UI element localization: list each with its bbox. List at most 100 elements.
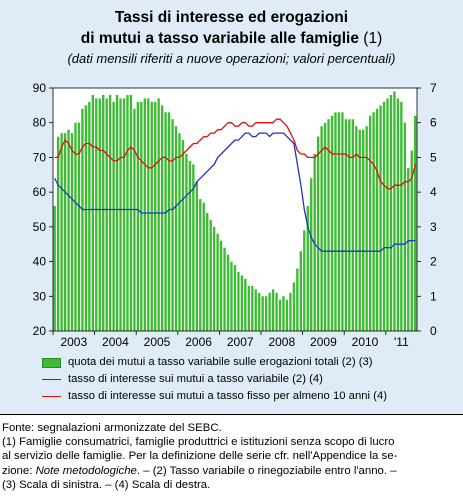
x-axis-label: 2010	[352, 335, 379, 349]
bar	[316, 136, 320, 331]
legend-label-variable-rate: tasso di interesse sui mutui a tasso var…	[68, 373, 323, 385]
bar	[112, 101, 115, 331]
bar	[199, 199, 202, 331]
chart-title-line2-main: di mutui a tasso variabile alle famiglie	[80, 30, 359, 47]
left-axis-label: 70	[33, 150, 47, 164]
bar	[160, 105, 164, 331]
legend-swatch-variable-rate	[42, 379, 61, 380]
bar	[285, 299, 289, 331]
bar	[271, 289, 275, 331]
bar	[223, 247, 226, 331]
bar	[143, 98, 146, 332]
bar	[337, 112, 341, 331]
bar	[327, 119, 330, 331]
bar	[303, 230, 306, 331]
bar	[115, 94, 119, 331]
left-axis-label: 20	[33, 324, 47, 338]
bar	[74, 122, 77, 331]
bar	[244, 278, 247, 331]
bar	[313, 153, 316, 331]
bar	[181, 140, 185, 331]
left-axis-label: 90	[33, 81, 47, 95]
line-fixed-rate	[54, 118, 416, 190]
left-axis-label: 40	[33, 255, 47, 269]
right-axis-label: 1	[430, 289, 437, 303]
right-axis-label: 5	[430, 150, 437, 164]
bar	[174, 126, 178, 331]
bar	[67, 129, 70, 331]
bar	[129, 94, 133, 331]
bar	[212, 226, 216, 331]
bar	[133, 108, 136, 331]
bar	[258, 292, 261, 331]
bar	[389, 94, 393, 331]
bar	[382, 101, 386, 331]
bar	[105, 98, 108, 332]
footnote-line3: zione: Note metodologiche. – (2) Tasso v…	[2, 464, 462, 478]
line-variable-rate	[54, 132, 416, 252]
bar	[98, 98, 101, 332]
bar	[84, 105, 88, 331]
x-axis-label: 2005	[144, 335, 171, 349]
bar	[209, 219, 212, 331]
bar	[164, 112, 167, 331]
bar	[323, 122, 327, 331]
bar	[216, 233, 219, 331]
footnote-line3-italic: Note metodologiche	[35, 464, 137, 477]
bar	[202, 202, 205, 331]
bar	[362, 129, 365, 331]
left-axis-label: 30	[33, 289, 47, 303]
left-axis-label: 80	[33, 116, 47, 130]
legend-label-share: quota dei mutui a tasso variabile sulle …	[68, 356, 373, 368]
bar	[365, 126, 368, 331]
bar	[70, 133, 74, 331]
bar	[310, 178, 313, 331]
bar	[355, 126, 358, 331]
bar	[407, 167, 410, 331]
bar	[192, 164, 195, 331]
bar	[275, 292, 278, 331]
legend-swatch-bars	[42, 358, 61, 368]
bar	[167, 112, 171, 331]
bar	[233, 265, 237, 331]
bar	[171, 119, 174, 331]
bar	[91, 94, 94, 331]
bar	[188, 160, 192, 331]
bar	[348, 119, 351, 331]
chart-title-line1: Tassi di interesse ed erogazioni	[114, 9, 349, 26]
footnote-line1: (1) Famiglie consumatrici, famiglie prod…	[2, 436, 395, 449]
bar	[108, 94, 112, 331]
bar	[185, 153, 188, 331]
bar	[400, 101, 403, 331]
footnote-line4: (3) Scala di sinistra. – (4) Scala di de…	[2, 478, 211, 491]
bar	[282, 296, 285, 331]
right-axis-label: 2	[430, 255, 437, 269]
bar	[126, 94, 129, 331]
bar	[119, 98, 122, 332]
left-axis-label: 50	[33, 220, 47, 234]
bar	[140, 101, 143, 331]
bar	[386, 98, 389, 332]
chart-title-note: (1)	[359, 30, 383, 47]
bar	[268, 292, 271, 331]
legend-label-fixed-rate: tasso di interesse sui mutui a tasso fis…	[68, 390, 387, 402]
footnote-line3-a: zione:	[2, 464, 36, 477]
bar	[230, 261, 233, 331]
bar	[306, 206, 309, 331]
bar	[60, 133, 63, 331]
chart-title-line2: di mutui a tasso variabile alle famiglie…	[0, 29, 463, 48]
bar	[53, 206, 56, 331]
right-axis-label: 4	[430, 185, 437, 199]
chart-svg: 20 30 40 50 60 70 80 90 0 1 2 3 4 5 6 7 2003 2004 2005 2006…	[33, 81, 437, 349]
footnote-line2: al servizio delle famiglie. Per la defin…	[2, 450, 398, 463]
bar	[226, 254, 230, 331]
right-axis-label: 3	[430, 220, 437, 234]
bar	[251, 285, 254, 331]
bar	[150, 101, 153, 331]
footnote-line3-b: . – (2) Tasso variabile o rinegoziabile …	[136, 464, 397, 477]
bar	[237, 271, 240, 331]
bar	[358, 129, 361, 331]
bar	[240, 275, 244, 331]
left-axis-label: 60	[33, 185, 47, 199]
bar	[379, 105, 382, 331]
